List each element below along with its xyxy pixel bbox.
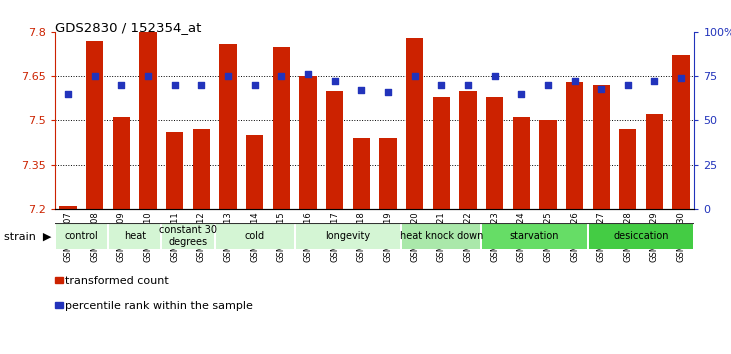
Text: percentile rank within the sample: percentile rank within the sample [65,301,253,311]
Point [169,82,181,88]
Point [222,73,234,79]
Text: heat: heat [124,231,146,241]
Text: cold: cold [245,231,265,241]
Bar [482,224,587,249]
Point [196,82,208,88]
Bar [619,129,637,209]
Text: starvation: starvation [510,231,559,241]
Bar [162,224,213,249]
Point [462,82,474,88]
Bar [296,224,400,249]
Point [115,82,127,88]
Point [302,72,314,77]
Point [436,82,447,88]
Bar [109,224,160,249]
Text: transformed count: transformed count [65,276,169,286]
Point [489,73,501,79]
Bar [673,56,690,209]
Bar [273,47,290,209]
Bar [300,76,317,209]
Point [355,87,367,93]
Text: control: control [64,231,99,241]
Point [595,86,607,91]
Bar [459,91,477,209]
Bar [86,41,104,209]
Point [515,91,527,97]
Bar [166,132,183,209]
Point [542,82,553,88]
Bar [512,118,530,209]
Point [249,82,260,88]
Bar [113,118,130,209]
Bar [216,224,294,249]
Bar [193,129,210,209]
Bar [589,224,694,249]
Point [409,73,420,79]
Text: heat knock down: heat knock down [400,231,483,241]
Bar [402,224,480,249]
Bar [566,82,583,209]
Point [62,91,74,97]
Point [569,79,580,84]
Bar [486,97,503,209]
Point [89,73,101,79]
Bar [246,135,263,209]
Bar [326,91,344,209]
Point [143,73,154,79]
Bar [539,120,556,209]
Bar [219,44,237,209]
Text: desiccation: desiccation [613,231,669,241]
Point [329,79,341,84]
Bar [593,85,610,209]
Point [276,73,287,79]
Bar [59,206,77,209]
Point [675,75,687,81]
Text: longevity: longevity [325,231,371,241]
Bar [140,32,156,209]
Point [648,79,660,84]
Bar [433,97,450,209]
Text: GDS2830 / 152354_at: GDS2830 / 152354_at [55,21,201,34]
Bar [645,114,663,209]
Point [382,89,394,95]
Bar [352,138,370,209]
Point [622,82,634,88]
Text: constant 30
degrees: constant 30 degrees [159,225,217,247]
Bar [379,138,397,209]
Text: strain  ▶: strain ▶ [4,232,51,241]
Bar [406,38,423,209]
Bar [56,224,107,249]
